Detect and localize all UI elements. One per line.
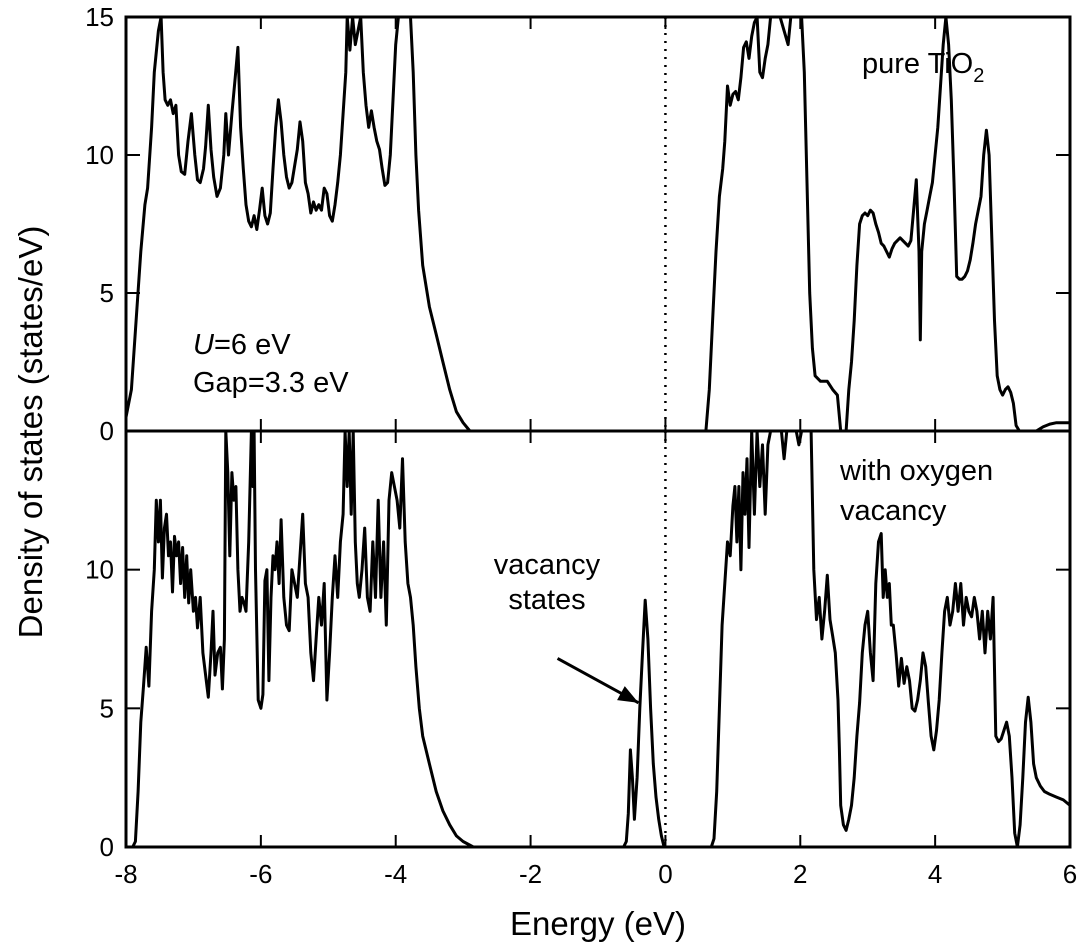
x-tick-label: -4 <box>384 859 407 889</box>
arrow-head <box>617 686 639 703</box>
y-tick-label: 10 <box>85 555 114 585</box>
top-panel-title-main: pure TiO <box>862 48 973 80</box>
x-axis-label: Energy (eV) <box>510 905 686 942</box>
dos-curve <box>794 430 804 447</box>
dos-curves <box>124 15 1071 849</box>
hubbard-u-value: =6 eV <box>214 329 291 361</box>
vacancy-states-label-line2: states <box>508 584 585 616</box>
x-tick-label: 4 <box>928 859 942 889</box>
y-tick-label: 10 <box>85 140 114 170</box>
top-panel-title-subscript: 2 <box>973 65 984 87</box>
y-tick-label: 5 <box>100 693 114 723</box>
x-tick-label: -2 <box>519 859 542 889</box>
dos-curve <box>779 430 789 461</box>
y-tick-label: 0 <box>100 832 114 862</box>
dos-curve <box>800 16 843 432</box>
x-tick-label: -6 <box>249 859 272 889</box>
hubbard-u-label: U=6 eV <box>193 329 291 361</box>
y-tick-label: 15 <box>85 2 114 32</box>
dos-curve <box>809 430 1071 849</box>
dos-curve <box>709 429 773 848</box>
x-tick-label: 0 <box>658 859 672 889</box>
x-tick-label: 6 <box>1063 859 1077 889</box>
y-tick-label: 0 <box>100 416 114 446</box>
top-panel-title: pure TiO2 <box>862 48 984 87</box>
bottom-panel-title-line2: vacancy <box>840 495 947 527</box>
x-tick-label: 2 <box>793 859 807 889</box>
tick-labels: 0 5 10 15 0 5 10 -8 -6 -4 -2 0 2 4 6 <box>85 2 1077 889</box>
dos-curve <box>131 429 666 849</box>
y-axis-label: Density of states (states/eV) <box>12 226 49 639</box>
gap-label: Gap=3.3 eV <box>193 367 349 399</box>
y-tick-label: 5 <box>100 278 114 308</box>
dos-curve <box>704 15 773 432</box>
bottom-panel-title-line1: with oxygen <box>839 455 993 487</box>
vacancy-states-arrow <box>556 657 640 705</box>
dos-curve <box>124 15 400 418</box>
vacancy-states-label-line1: vacancy <box>494 549 601 581</box>
hubbard-u-symbol: U <box>193 329 215 361</box>
dos-curve <box>778 16 793 47</box>
dos-curve <box>409 16 472 432</box>
dos-curve <box>844 15 1070 433</box>
x-tick-label: -8 <box>114 859 137 889</box>
